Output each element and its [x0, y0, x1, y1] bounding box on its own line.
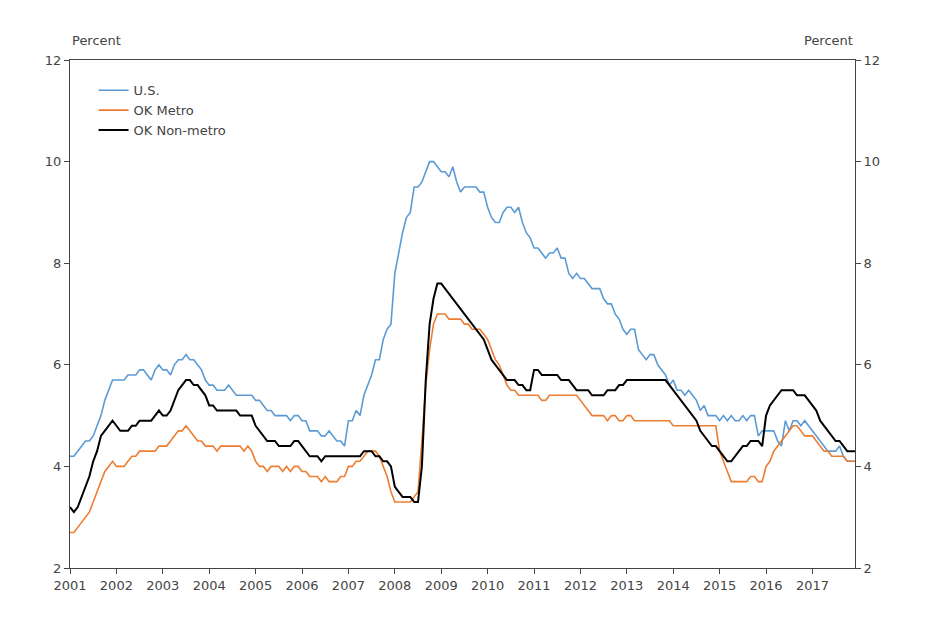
- svg-text:2017: 2017: [796, 578, 829, 593]
- svg-text:2010: 2010: [471, 578, 504, 593]
- svg-text:2011: 2011: [517, 578, 550, 593]
- svg-text:2015: 2015: [703, 578, 736, 593]
- svg-text:8: 8: [864, 256, 872, 271]
- svg-text:2005: 2005: [239, 578, 272, 593]
- svg-text:12: 12: [864, 53, 881, 68]
- svg-text:2: 2: [864, 561, 872, 576]
- svg-text:OK Metro: OK Metro: [134, 103, 194, 118]
- svg-text:10: 10: [864, 154, 881, 169]
- svg-text:2: 2: [53, 561, 61, 576]
- svg-text:OK Non-metro: OK Non-metro: [134, 123, 226, 138]
- svg-text:6: 6: [864, 357, 872, 372]
- svg-text:2014: 2014: [657, 578, 690, 593]
- svg-text:2009: 2009: [425, 578, 458, 593]
- svg-text:2003: 2003: [146, 578, 179, 593]
- svg-text:2008: 2008: [378, 578, 411, 593]
- svg-text:6: 6: [53, 357, 61, 372]
- svg-text:4: 4: [53, 459, 61, 474]
- svg-text:Percent: Percent: [72, 33, 121, 48]
- svg-text:2012: 2012: [564, 578, 597, 593]
- svg-text:4: 4: [864, 459, 872, 474]
- svg-text:2016: 2016: [750, 578, 783, 593]
- svg-text:2013: 2013: [610, 578, 643, 593]
- svg-text:2001: 2001: [53, 578, 86, 593]
- svg-text:10: 10: [45, 154, 62, 169]
- svg-text:8: 8: [53, 256, 61, 271]
- svg-text:U.S.: U.S.: [134, 83, 160, 98]
- svg-text:2004: 2004: [193, 578, 226, 593]
- svg-text:12: 12: [45, 53, 62, 68]
- svg-text:2002: 2002: [100, 578, 133, 593]
- svg-text:2006: 2006: [285, 578, 318, 593]
- svg-text:2007: 2007: [332, 578, 365, 593]
- svg-text:Percent: Percent: [804, 33, 853, 48]
